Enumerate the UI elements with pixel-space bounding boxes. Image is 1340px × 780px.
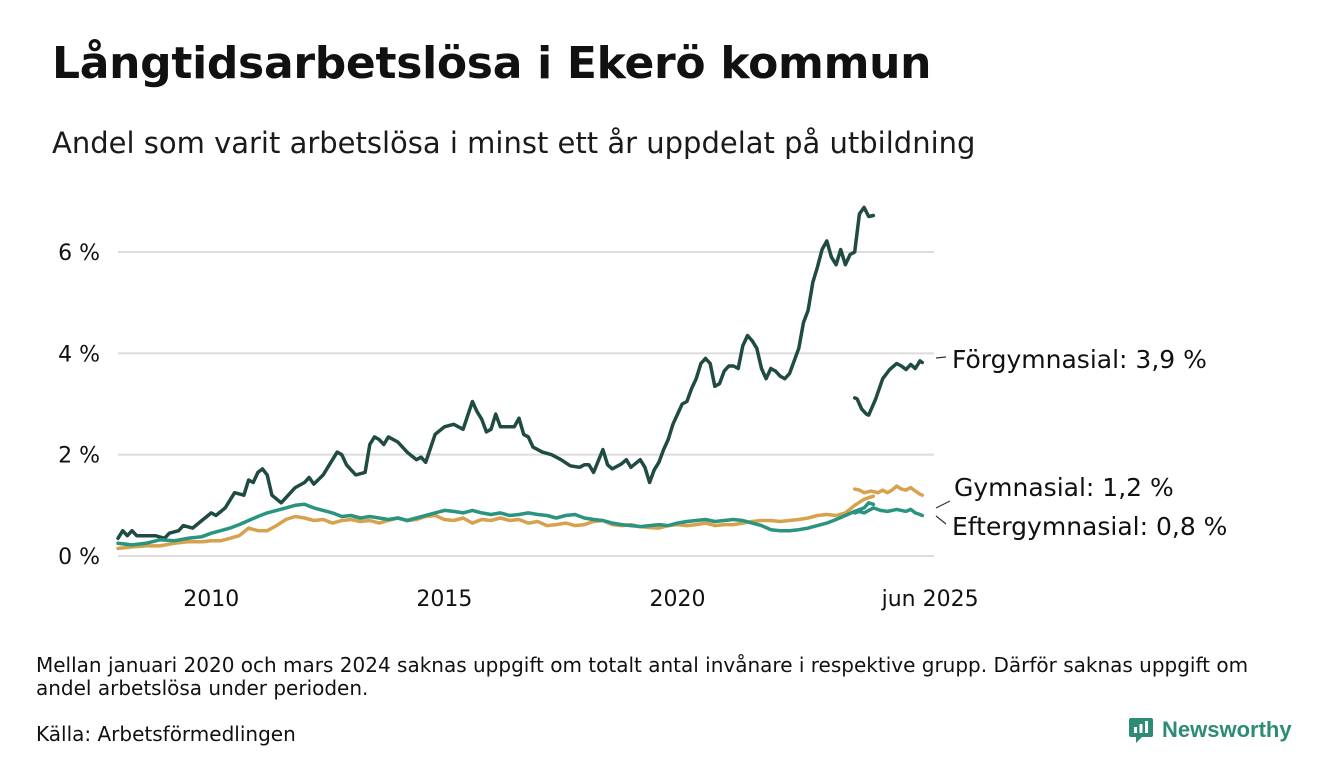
- x-tick-label: 2020: [650, 587, 706, 612]
- series-label-förgymnasial: Förgymnasial: 3,9 %: [952, 345, 1207, 374]
- label-leader: [935, 356, 947, 359]
- x-tick-label: jun 2025: [881, 587, 979, 612]
- y-tick-label: 2 %: [58, 444, 100, 469]
- chart-subtitle: Andel som varit arbetslösa i minst ett å…: [52, 126, 976, 160]
- brand-name: Newsworthy: [1162, 717, 1292, 742]
- series-label-eftergymnasial: Eftergymnasial: 0,8 %: [952, 512, 1227, 541]
- series-lines: [116, 205, 925, 551]
- label-leader: [935, 500, 951, 509]
- series-line-eftergymnasial: [852, 506, 925, 518]
- series-line-gymnasial: [116, 494, 876, 551]
- x-tick-label: 2010: [183, 587, 239, 612]
- x-tick-label: 2015: [416, 587, 472, 612]
- series-line-eftergymnasial: [116, 501, 876, 547]
- series-line-förgymnasial: [116, 205, 876, 541]
- series-label-gymnasial: Gymnasial: 1,2 %: [954, 473, 1174, 502]
- x-axis-ticks: 2010 2015 2020 jun 2025: [183, 587, 978, 612]
- label-leader: [935, 515, 947, 525]
- line-chart: 0 % 2 % 4 % 6 % 2010 2015 2020 jun 2025 Förgym…: [58, 205, 1227, 612]
- newsworthy-logo-icon: [1129, 718, 1153, 743]
- y-tick-label: 4 %: [58, 342, 100, 367]
- chart-title: Långtidsarbetslösa i Ekerö kommun: [52, 38, 932, 89]
- y-tick-label: 0 %: [58, 545, 100, 570]
- source-note: Källa: Arbetsförmedlingen: [36, 722, 296, 746]
- y-axis-ticks: 0 % 2 % 4 % 6 %: [58, 241, 100, 570]
- series-line-förgymnasial: [852, 359, 925, 417]
- footnote: Mellan januari 2020 och mars 2024 saknas…: [36, 653, 1249, 700]
- y-tick-label: 6 %: [58, 241, 100, 266]
- series-line-gymnasial: [852, 484, 925, 497]
- series-labels: Förgymnasial: 3,9 % Gymnasial: 1,2 % Efter…: [935, 345, 1227, 541]
- brand-logo[interactable]: Newsworthy: [1128, 716, 1292, 744]
